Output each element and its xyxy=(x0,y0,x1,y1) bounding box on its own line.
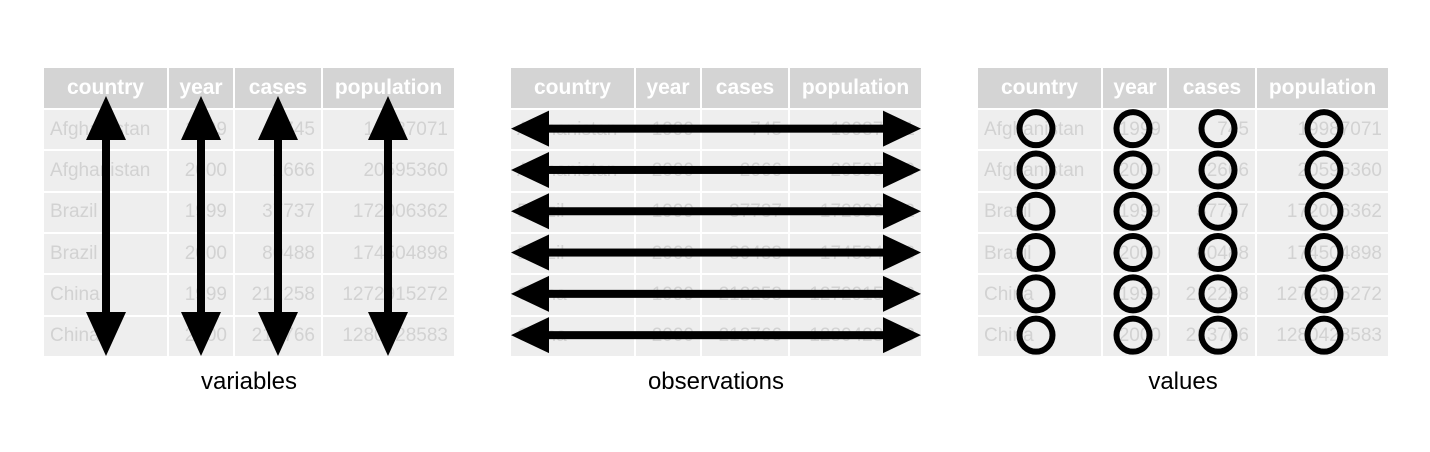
value-circle xyxy=(1016,274,1056,314)
values-caption: values xyxy=(1148,368,1218,395)
observation-arrow xyxy=(511,317,921,354)
value-circle xyxy=(1304,191,1344,231)
observations-panel: countryyearcasespopulationAfghanistan199… xyxy=(511,68,921,356)
variable-arrow-population xyxy=(368,96,408,356)
value-circle xyxy=(1304,109,1344,149)
value-circle xyxy=(1113,315,1153,355)
table-cell-cases: 37737 xyxy=(1168,190,1257,233)
observation-arrow xyxy=(511,234,921,271)
variables-caption: variables xyxy=(200,368,298,395)
observation-arrow xyxy=(511,193,921,230)
column-header-population: population xyxy=(322,68,454,109)
column-header-year: year xyxy=(1102,68,1169,109)
observation-arrow xyxy=(511,110,921,147)
variable-arrow-country xyxy=(86,96,126,356)
value-circle xyxy=(1198,191,1238,231)
value-circle xyxy=(1198,315,1238,355)
value-circle xyxy=(1113,191,1153,231)
variables-panel: countryyearcasespopulationAfghanistan199… xyxy=(44,68,454,356)
table-cell-population: 20595360 xyxy=(1256,149,1388,192)
value-circle xyxy=(1016,315,1056,355)
values-panel: country year cases population Afghanistan 199… xyxy=(978,68,1388,356)
horizontal-double-arrow-overlay xyxy=(511,110,921,354)
column-header-cases: cases xyxy=(701,68,790,109)
table-header-row: country year cases population xyxy=(978,68,1388,109)
variable-arrow-cases xyxy=(258,96,298,356)
table-cell-population: 1280428583 xyxy=(1256,314,1388,356)
table-header-row: country year cases population xyxy=(511,68,921,109)
column-header-population: population xyxy=(1256,68,1388,109)
value-circle xyxy=(1304,274,1344,314)
value-circle xyxy=(1198,233,1238,273)
observations-caption: observations xyxy=(647,368,785,395)
value-circle xyxy=(1198,150,1238,190)
table-cell-year: 1999 xyxy=(635,273,702,316)
value-circle xyxy=(1016,109,1056,149)
circle-overlay xyxy=(1016,109,1344,355)
value-circle xyxy=(1016,191,1056,231)
table-cell-country: Afghanistan xyxy=(978,149,1103,192)
value-circle xyxy=(1198,274,1238,314)
value-circle xyxy=(1016,150,1056,190)
value-circle xyxy=(1113,274,1153,314)
column-header-cases: cases xyxy=(1168,68,1257,109)
observation-arrow xyxy=(511,151,921,188)
value-circle xyxy=(1016,233,1056,273)
value-circle xyxy=(1304,150,1344,190)
vertical-double-arrow-overlay xyxy=(86,96,408,356)
value-circle xyxy=(1113,150,1153,190)
observation-arrow xyxy=(511,275,921,312)
value-circle xyxy=(1304,233,1344,273)
column-header-country: country xyxy=(511,68,636,109)
value-circle xyxy=(1198,109,1238,149)
value-circle xyxy=(1113,109,1153,149)
column-header-country: country xyxy=(978,68,1103,109)
table-cell-country: Brazil xyxy=(978,190,1103,233)
value-circle xyxy=(1304,315,1344,355)
column-header-population: population xyxy=(789,68,921,109)
column-header-year: year xyxy=(635,68,702,109)
value-circle xyxy=(1113,233,1153,273)
variable-arrow-year xyxy=(181,96,221,356)
